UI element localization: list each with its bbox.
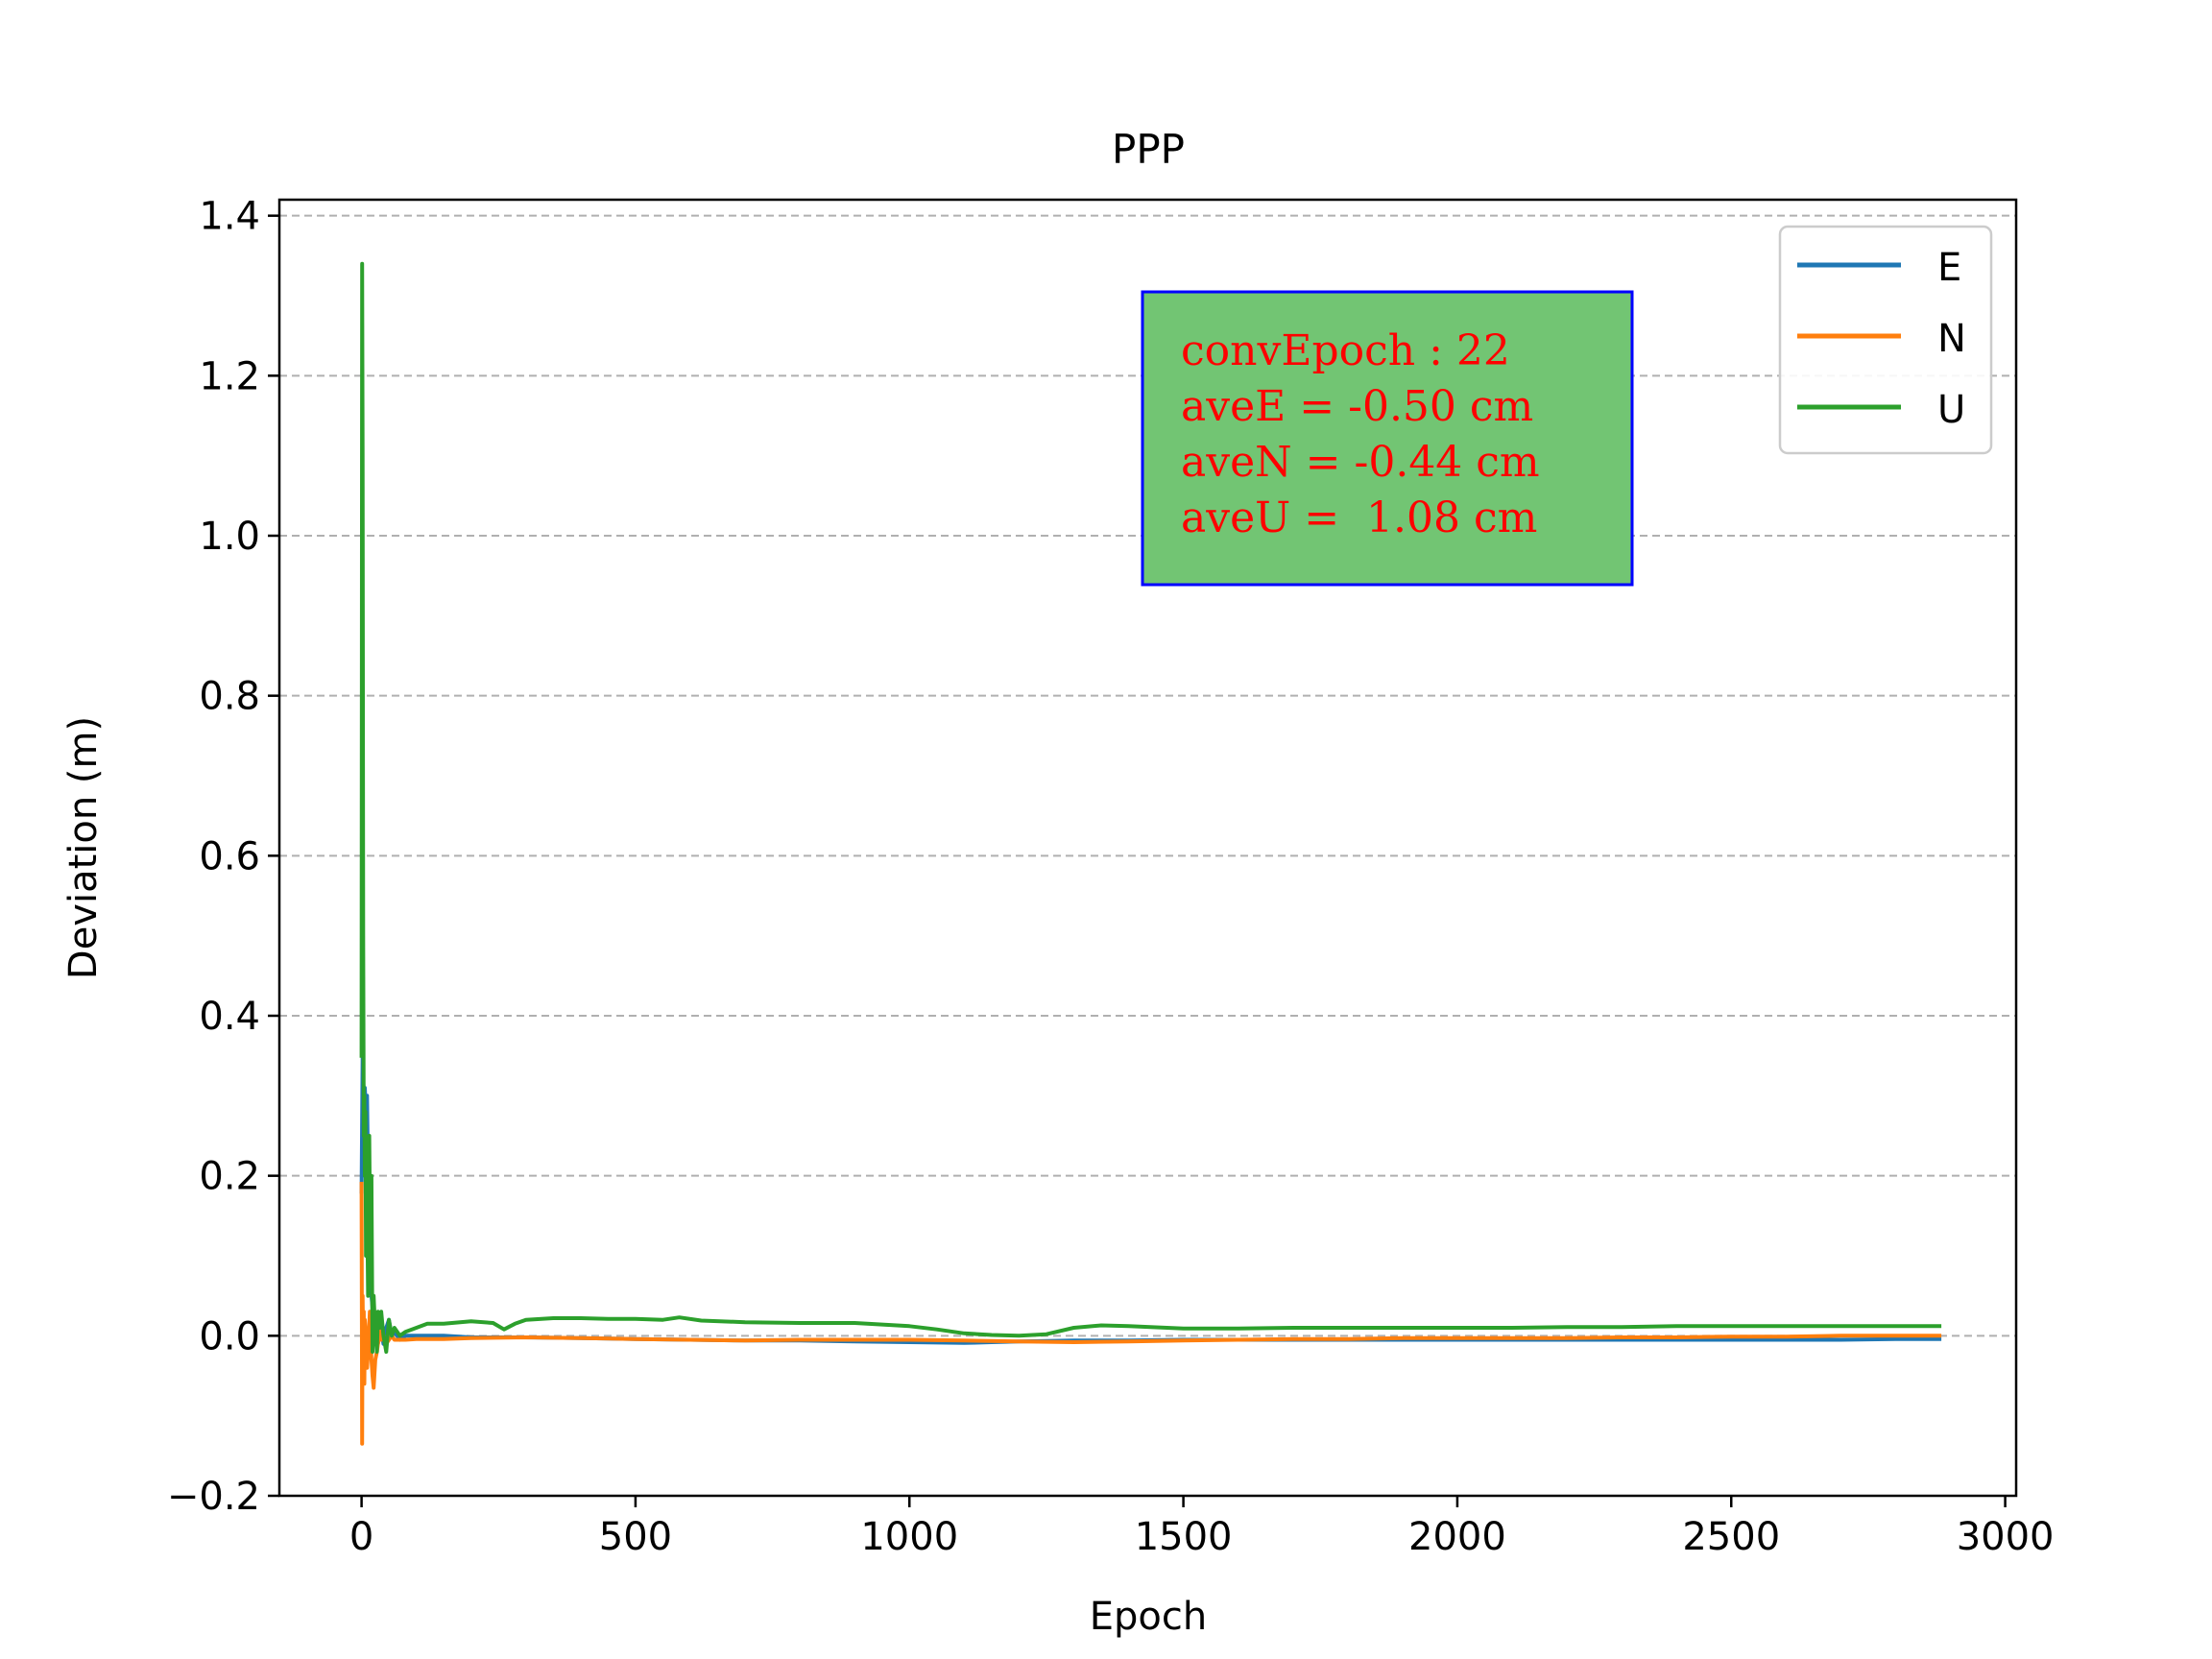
x-tick-label: 1500	[1135, 1515, 1233, 1559]
y-tick-label: 0.6	[199, 834, 260, 878]
annotation-background	[1141, 290, 1634, 587]
annotation-line-ave-u: aveU = 1.08 cm	[1181, 493, 1537, 542]
series-line-u	[359, 261, 1942, 1354]
annotation-box: convEpoch : 22 aveE = -0.50 cm aveN = -0…	[1141, 290, 1634, 587]
series-lines	[359, 261, 1942, 1446]
y-tick-label: 1.0	[199, 515, 260, 559]
x-axis-label: Epoch	[1090, 1595, 1207, 1639]
chart-title: PPP	[1112, 126, 1185, 173]
x-tick-label: 2000	[1408, 1515, 1506, 1559]
x-tick-label: 3000	[1957, 1515, 2055, 1559]
legend: E N U	[1778, 225, 1993, 455]
x-tick-label: 0	[349, 1515, 373, 1559]
annotation-line-ave-e: aveE = -0.50 cm	[1181, 382, 1533, 431]
y-tick-label: 0.8	[199, 675, 260, 719]
y-tick-label: 1.4	[199, 195, 260, 239]
annotation-line-ave-n: aveN = -0.44 cm	[1181, 438, 1540, 487]
series-line-n	[359, 1181, 1942, 1446]
legend-label-e: E	[1937, 246, 1961, 290]
y-tick-label: −0.2	[167, 1475, 260, 1519]
legend-frame	[1778, 225, 1993, 455]
y-axis-label: Deviation (m)	[61, 716, 106, 979]
x-tick-label: 1000	[860, 1515, 958, 1559]
y-tick-label: 1.2	[199, 354, 260, 398]
plot-frame	[277, 198, 2018, 1498]
y-tick-label: 0.4	[199, 995, 260, 1039]
y-axis-ticks: −0.2 0.0 0.2 0.4 0.6 0.8 1.0 1.2 1.4	[167, 195, 279, 1519]
x-axis-ticks: 0 500 1000 1500 2000 2500 3000	[349, 1496, 2055, 1559]
x-tick-label: 500	[599, 1515, 672, 1559]
legend-label-u: U	[1937, 388, 1965, 432]
y-tick-label: 0.0	[199, 1314, 260, 1358]
y-tick-label: 0.2	[199, 1155, 260, 1199]
annotation-line-conv-epoch: convEpoch : 22	[1181, 326, 1510, 375]
legend-label-n: N	[1937, 317, 1966, 361]
x-tick-label: 2500	[1682, 1515, 1780, 1559]
